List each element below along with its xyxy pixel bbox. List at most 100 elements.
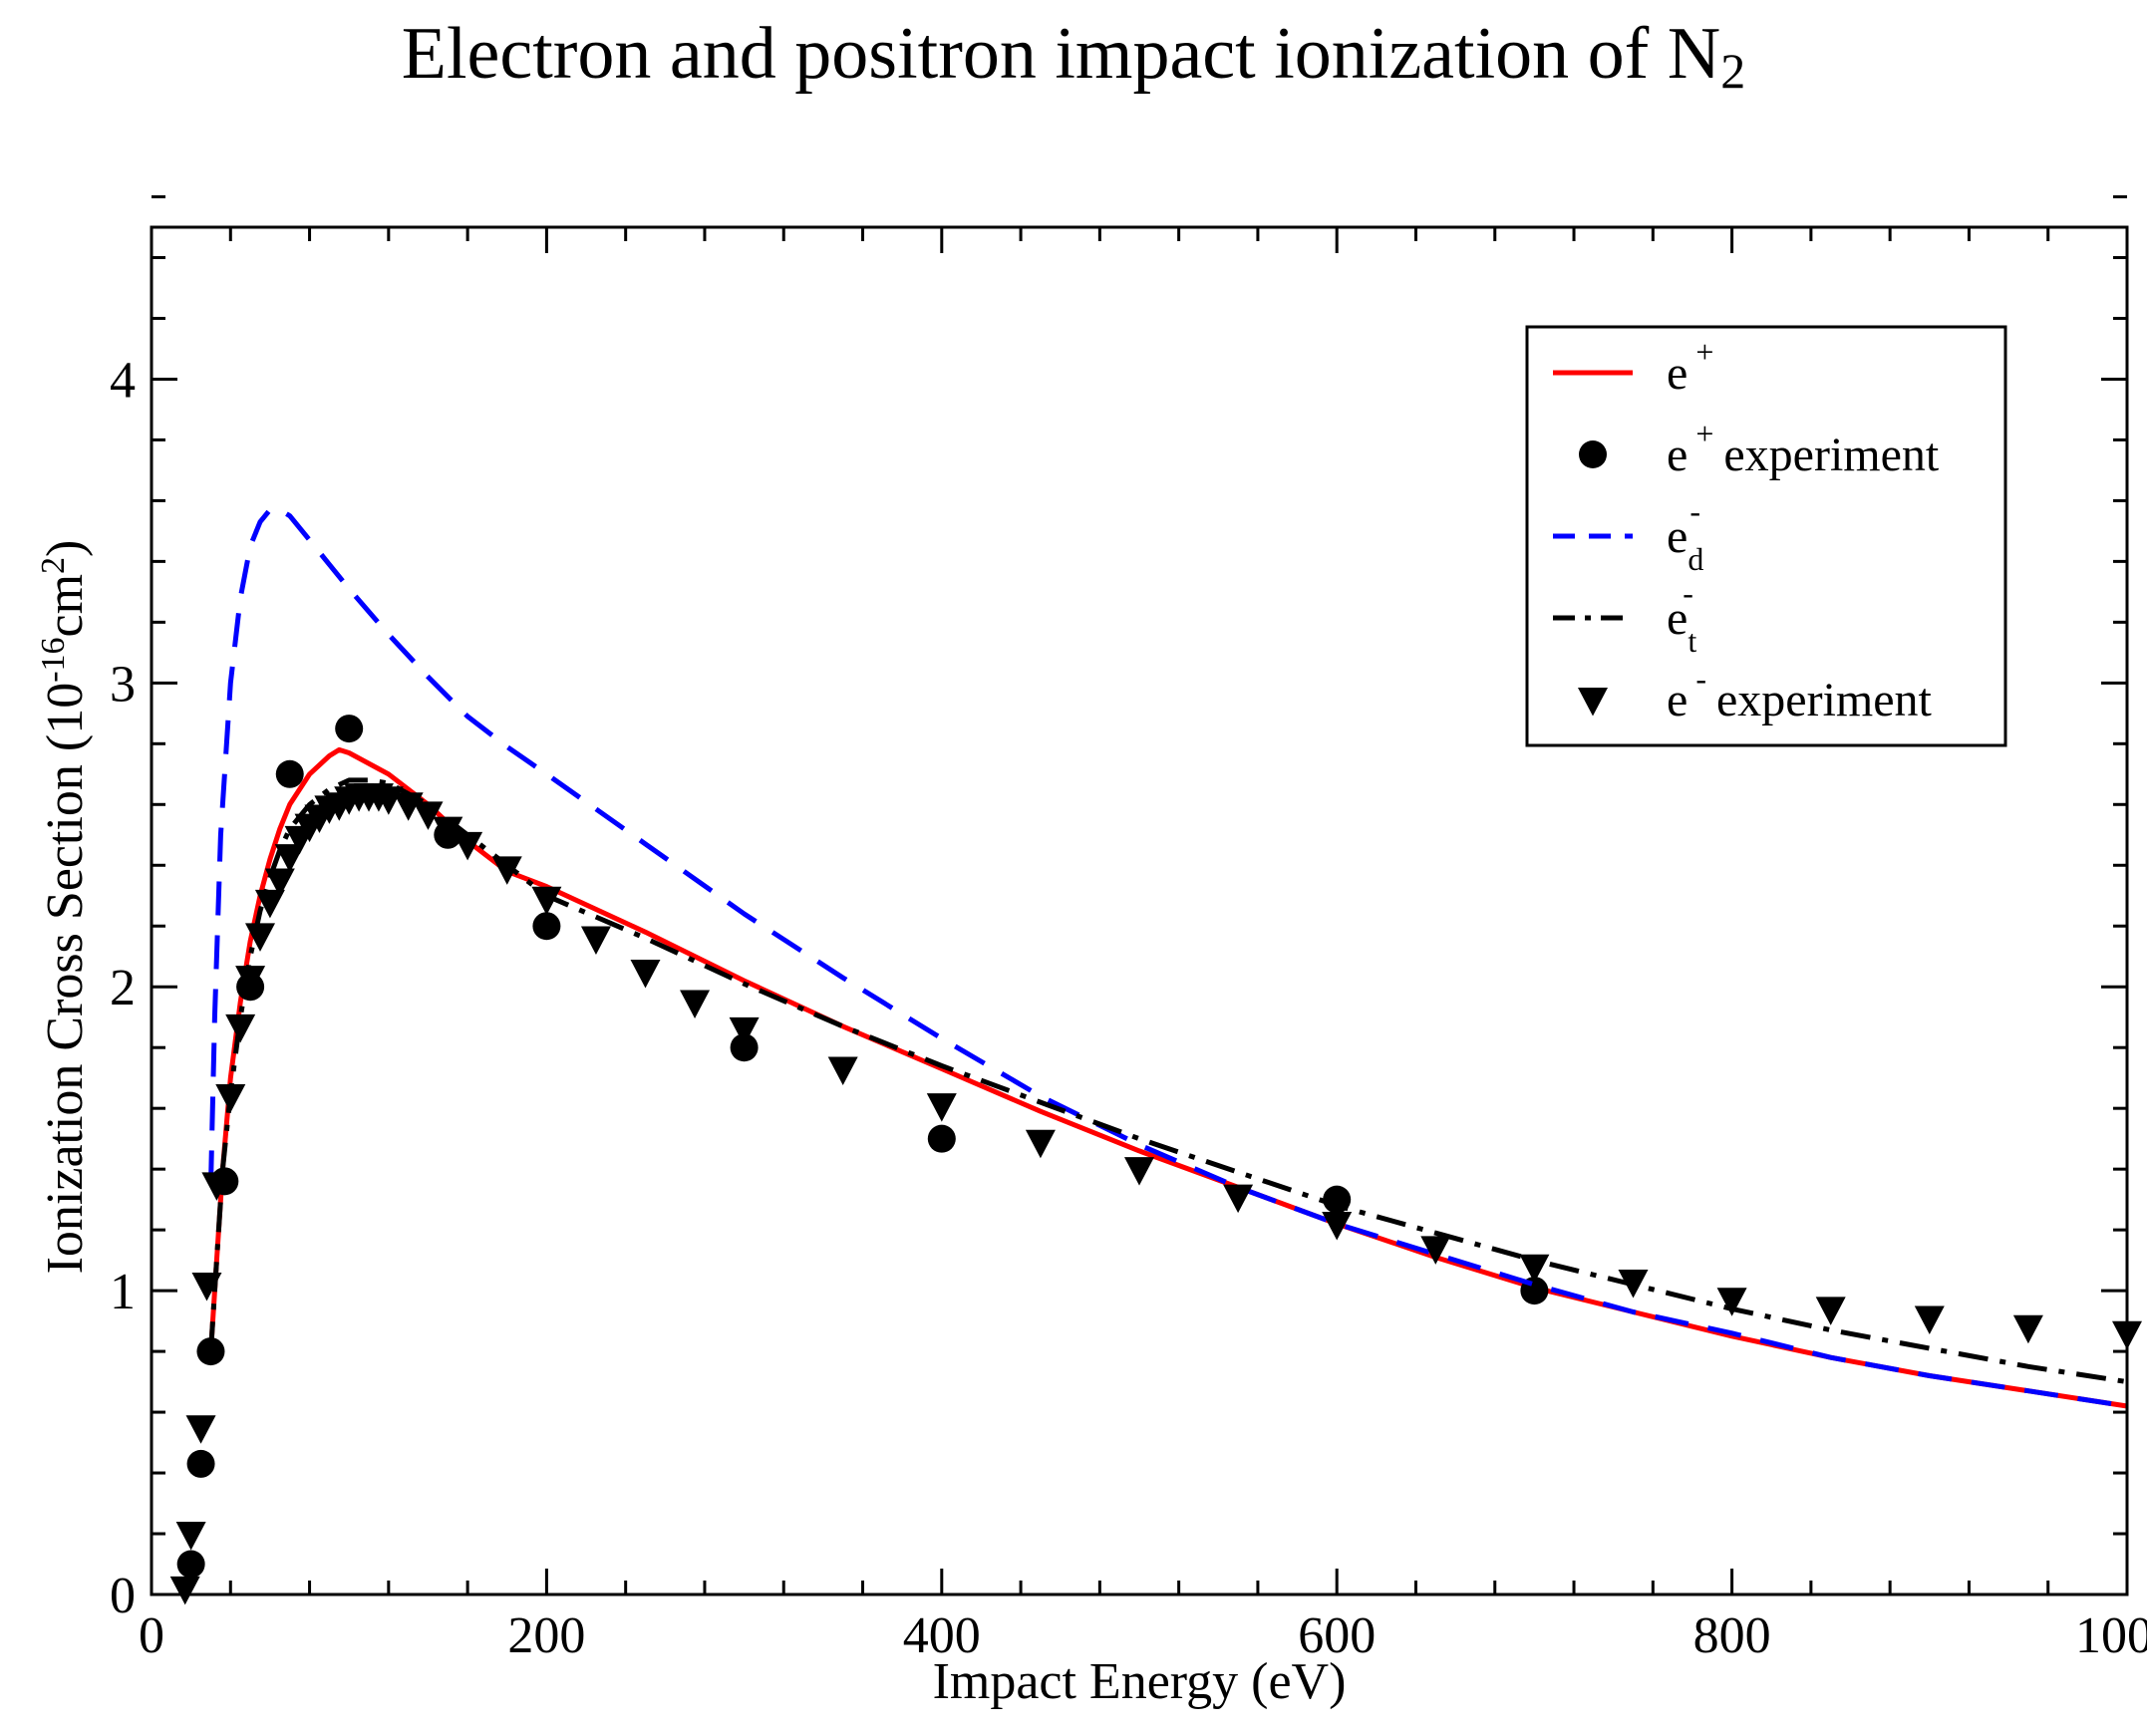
legend-label: e - experiment — [1667, 661, 1933, 726]
data-point — [1223, 1184, 1254, 1214]
data-point — [254, 889, 285, 919]
data-point — [1519, 1254, 1550, 1284]
series-line-2 — [208, 507, 2128, 1409]
data-point — [580, 926, 611, 955]
y-tick-label: 0 — [110, 1568, 136, 1624]
data-point — [1815, 1297, 1846, 1325]
data-point — [491, 856, 522, 885]
data-point — [1618, 1269, 1649, 1299]
data-point — [926, 1093, 957, 1122]
data-point — [680, 990, 711, 1018]
y-axis-label-unit-exponent: 2 — [34, 556, 72, 574]
y-axis-label: Ionization Cross Section (10-16cm2) — [35, 540, 95, 1275]
series-1 — [176, 715, 1549, 1579]
legend-label-subscript: t — [1687, 623, 1696, 659]
data-point — [235, 966, 266, 995]
legend-label-suffix: experiment — [1723, 429, 1940, 481]
data-point — [176, 1550, 205, 1579]
y-tick-label: 4 — [110, 352, 136, 409]
data-point — [186, 1449, 215, 1478]
series-2 — [208, 507, 2128, 1409]
legend-label-superscript: - — [1695, 661, 1706, 697]
data-point — [730, 1033, 759, 1062]
legend-label-base: e — [1667, 510, 1687, 563]
data-point — [1322, 1212, 1353, 1241]
data-point — [433, 816, 463, 846]
legend-item: e - experiment — [1578, 661, 1933, 726]
legend-marker — [1578, 688, 1608, 717]
x-tick-label: 200 — [507, 1607, 585, 1664]
series-line-3 — [208, 777, 2128, 1385]
data-point — [201, 1172, 232, 1201]
y-tick-label: 1 — [110, 1264, 136, 1320]
data-point — [453, 831, 483, 861]
data-point — [729, 1016, 760, 1046]
legend-item: et - — [1553, 575, 1696, 659]
data-point — [274, 844, 305, 873]
legend-label-superscript: + — [1695, 416, 1713, 451]
x-axis-label: Impact Energy (eV) — [932, 1653, 1347, 1710]
data-point — [393, 792, 424, 821]
data-point — [215, 1083, 246, 1113]
data-point — [191, 1273, 222, 1302]
data-point — [169, 1576, 200, 1605]
x-tick-label: 800 — [1693, 1607, 1771, 1664]
x-tick-label: 400 — [903, 1607, 981, 1664]
y-axis-label-unit: cm — [37, 573, 95, 638]
data-point — [264, 868, 295, 898]
data-point — [185, 1415, 216, 1444]
data-point — [335, 715, 364, 743]
chart-title-subscript: 2 — [1720, 43, 1746, 99]
series-3 — [208, 777, 2128, 1385]
y-axis-label-exponent: -16 — [34, 637, 72, 683]
data-point — [927, 1124, 956, 1153]
data-point — [275, 759, 304, 788]
axes-ticks — [150, 195, 2129, 1596]
x-tick-label: 0 — [139, 1607, 164, 1664]
legend-label-superscript: - — [1683, 575, 1693, 611]
legend-item: e + — [1553, 334, 1713, 400]
data-point — [532, 912, 561, 941]
y-axis-label-close: ) — [37, 539, 95, 557]
data-point — [245, 923, 276, 952]
data-point — [225, 1013, 256, 1043]
y-axis-label-main: Ionization Cross Section (10 — [37, 682, 95, 1275]
legend-item: ed - — [1553, 493, 1703, 577]
y-tick-label: 3 — [110, 656, 136, 713]
legend-label-base: e — [1667, 429, 1687, 481]
legend-label-superscript: + — [1695, 334, 1713, 370]
x-tick-label: 600 — [1298, 1607, 1376, 1664]
legend-label-base: e — [1667, 347, 1687, 400]
data-point — [827, 1056, 858, 1086]
plot-series — [169, 507, 2142, 1605]
legend-label: e + — [1667, 334, 1713, 400]
data-point — [1914, 1305, 1945, 1335]
legend-label-superscript: - — [1689, 493, 1700, 529]
legend-label: e + experiment — [1667, 416, 1940, 481]
legend-item: e + experiment — [1579, 416, 1940, 481]
plot-frame — [150, 225, 2129, 1596]
data-point — [531, 886, 562, 916]
legend-label-base: e — [1667, 592, 1687, 645]
legend-label: et - — [1667, 575, 1696, 659]
data-point — [175, 1522, 206, 1551]
chart-title: Electron and positron impact ionization … — [0, 10, 2147, 99]
data-point — [1025, 1129, 1056, 1159]
legend-label: ed - — [1667, 493, 1703, 577]
legend-label-suffix: experiment — [1716, 674, 1933, 726]
data-point — [1124, 1157, 1154, 1186]
data-point — [1716, 1288, 1747, 1316]
legend-label-subscript: d — [1687, 541, 1703, 577]
y-tick-label: 2 — [110, 960, 136, 1016]
data-point — [413, 801, 444, 830]
series-4 — [169, 783, 2142, 1605]
data-point — [2012, 1314, 2043, 1344]
data-point — [630, 959, 661, 989]
data-point — [1420, 1236, 1451, 1265]
chart-title-text: Electron and positron impact ionization … — [401, 13, 1721, 95]
legend-label-base: e — [1667, 674, 1687, 726]
